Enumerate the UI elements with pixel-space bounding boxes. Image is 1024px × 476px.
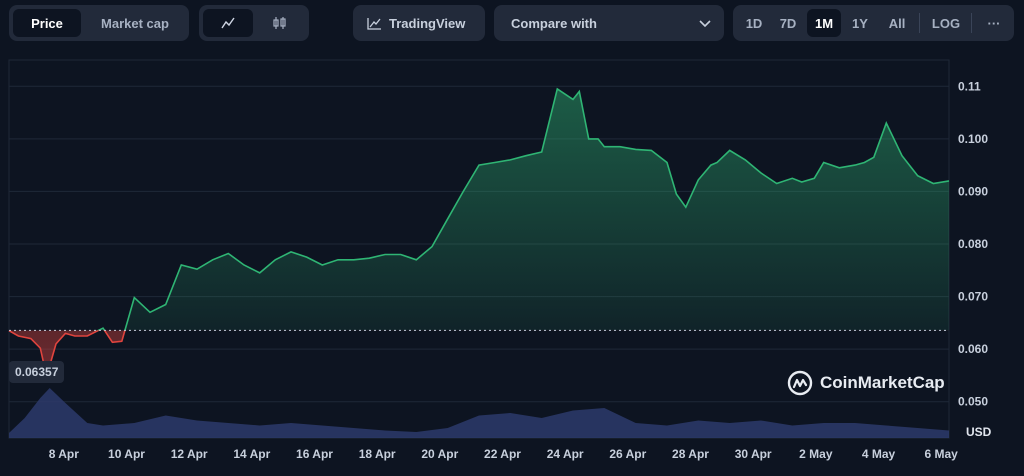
compare-with-label: Compare with [511, 15, 597, 31]
x-tick-label: 4 May [862, 447, 896, 461]
candlestick-icon [272, 16, 288, 30]
price-line-up [9, 87, 950, 331]
x-tick-label: 18 Apr [359, 447, 396, 461]
y-tick-label: 0.090 [958, 184, 988, 198]
chart-type-toggle [199, 5, 309, 41]
brand-watermark: CoinMarketCap [780, 370, 945, 396]
price-area [9, 88, 949, 377]
tradingview-button[interactable]: TradingView [353, 5, 485, 41]
brand-name: CoinMarketCap [820, 373, 945, 392]
x-tick-label: 8 Apr [49, 447, 80, 461]
x-tick-label: 28 Apr [672, 447, 709, 461]
x-axis-labels: 8 Apr 10 Apr 12 Apr 14 Apr 16 Apr 18 Apr 20 Ap… [49, 447, 958, 461]
candlestick-chart-button[interactable] [255, 9, 305, 37]
y-tick-label: 0.060 [958, 342, 988, 356]
x-tick-label: 6 May [924, 447, 958, 461]
time-range-toggle: 1D 7D 1M 1Y All LOG ··· [733, 5, 1014, 41]
range-1d-button[interactable]: 1D [745, 15, 763, 31]
range-1y-button[interactable]: 1Y [852, 15, 868, 31]
chevron-down-icon [698, 16, 712, 30]
x-tick-label: 24 Apr [547, 447, 584, 461]
x-tick-label: 12 Apr [171, 447, 208, 461]
market-cap-tab[interactable]: Market cap [101, 15, 169, 31]
y-axis-labels: 0.050 0.060 0.070 0.080 0.090 0.100 0.11 [958, 79, 988, 408]
volume-bars [9, 388, 949, 438]
volume-area [9, 388, 949, 438]
toolbar-divider [971, 13, 972, 33]
line-chart-icon [221, 17, 235, 29]
currency-label: USD [966, 425, 992, 439]
range-all-button[interactable]: All [888, 15, 906, 31]
x-tick-label: 10 Apr [108, 447, 145, 461]
x-tick-label: 2 May [799, 447, 833, 461]
price-line [8, 87, 950, 377]
more-options-button[interactable]: ··· [987, 15, 1001, 31]
compare-with-select[interactable]: Compare with [494, 5, 724, 41]
range-1m-button[interactable]: 1M [807, 9, 841, 37]
range-7d-button[interactable]: 7D [779, 15, 797, 31]
x-tick-label: 16 Apr [296, 447, 333, 461]
y-tick-label: 0.050 [958, 395, 988, 409]
chart-toolbar: Price Market cap TradingView Co [0, 5, 1024, 41]
toolbar-divider [919, 13, 920, 33]
x-tick-label: 20 Apr [421, 447, 458, 461]
y-tick-label: 0.070 [958, 290, 988, 304]
price-tab[interactable]: Price [13, 9, 81, 37]
area-above-baseline [98, 88, 949, 331]
x-tick-label: 30 Apr [735, 447, 772, 461]
baseline-price-label: 0.06357 [9, 361, 65, 383]
line-chart-button[interactable] [203, 9, 253, 37]
coinmarketcap-logo-icon [787, 370, 813, 396]
log-scale-button[interactable]: LOG [931, 15, 961, 31]
y-tick-label: 0.11 [958, 79, 981, 93]
tradingview-label: TradingView [389, 15, 466, 31]
metric-toggle: Price Market cap [9, 5, 189, 41]
x-tick-label: 14 Apr [233, 447, 270, 461]
y-tick-label: 0.100 [958, 132, 988, 146]
tradingview-chart-icon [367, 17, 382, 30]
x-tick-label: 22 Apr [484, 447, 521, 461]
y-tick-label: 0.080 [958, 237, 988, 251]
x-tick-label: 26 Apr [609, 447, 646, 461]
